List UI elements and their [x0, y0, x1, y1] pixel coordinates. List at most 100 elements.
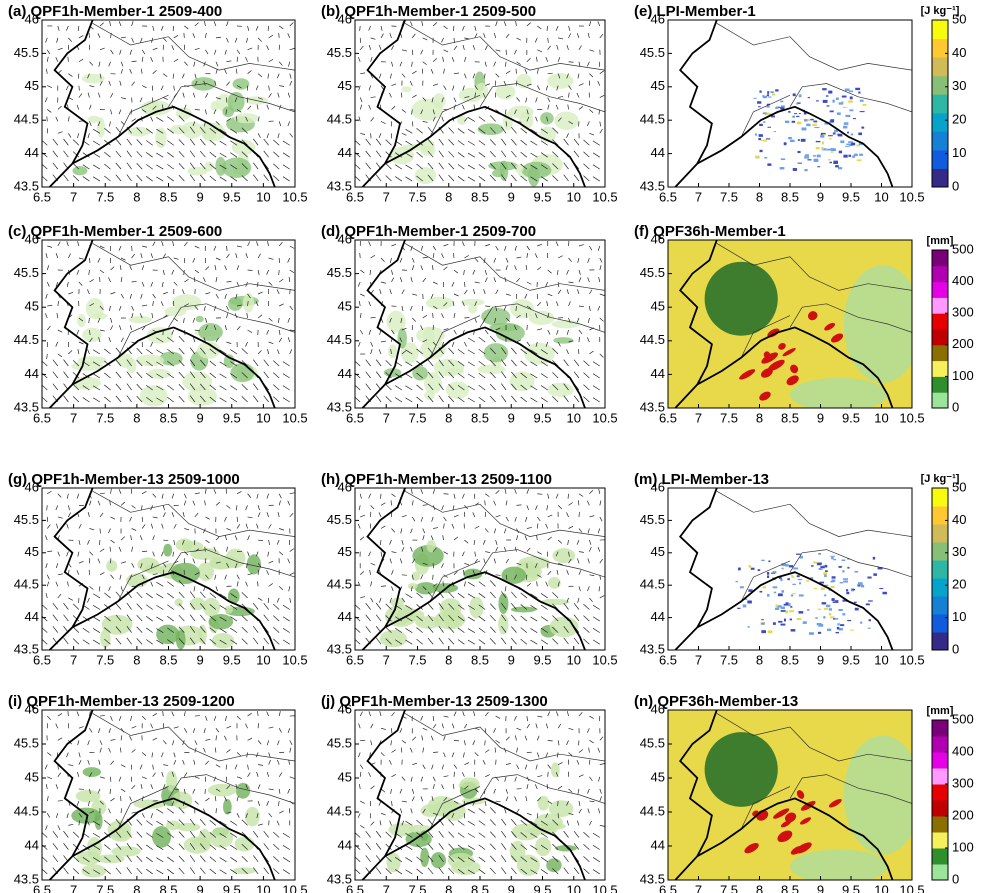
- wind-vector: [216, 586, 218, 591]
- wind-vector: [412, 500, 413, 505]
- rain-patch: [77, 314, 86, 327]
- wind-vector: [264, 603, 269, 609]
- x-tick-label: 9: [197, 189, 204, 204]
- wind-vector: [443, 57, 444, 62]
- wind-vector: [288, 318, 290, 323]
- wind-vector: [226, 342, 231, 344]
- wind-vector: [225, 69, 227, 74]
- wind-vector: [454, 537, 458, 540]
- wind-vector: [360, 98, 362, 103]
- rain-patch: [147, 369, 171, 379]
- lpi-pixel: [833, 132, 836, 134]
- wind-vector: [258, 505, 259, 510]
- wind-vector: [423, 765, 426, 769]
- wind-vector: [381, 728, 386, 729]
- wind-vector: [569, 33, 571, 37]
- wind-vector: [366, 372, 371, 378]
- wind-vector: [67, 282, 68, 287]
- wind-vector: [371, 563, 376, 565]
- wind-vector: [548, 38, 549, 43]
- wind-vector: [556, 494, 558, 499]
- wind-vector: [521, 140, 527, 145]
- wind-vector: [463, 753, 464, 758]
- wind-vector: [402, 290, 404, 294]
- wind-vector: [67, 241, 69, 246]
- y-tick-label: 44.5: [327, 577, 352, 592]
- wind-vector: [485, 529, 488, 533]
- wind-vector: [151, 524, 152, 529]
- wind-vector: [442, 253, 444, 258]
- wind-vector: [264, 372, 269, 378]
- lpi-pixel: [851, 143, 855, 146]
- wind-vector: [583, 176, 589, 181]
- wind-vector: [46, 593, 47, 598]
- wind-vector: [485, 45, 487, 49]
- wind-vector: [412, 71, 416, 74]
- x-tick-label: 8.5: [159, 652, 177, 667]
- lpi-pixel: [761, 619, 764, 620]
- colorbar-segment: [932, 266, 948, 282]
- wind-vector: [237, 796, 238, 801]
- wind-vector: [153, 738, 157, 740]
- lpi-pixel: [796, 103, 798, 104]
- lpi-pixel: [812, 124, 817, 126]
- wind-vector: [279, 728, 281, 732]
- wind-vector: [237, 326, 240, 330]
- wind-vector: [179, 396, 184, 402]
- wind-vector: [556, 711, 558, 716]
- wind-vector: [258, 74, 262, 77]
- wind-vector: [405, 129, 412, 133]
- wind-vector: [93, 153, 100, 157]
- wind-vector: [464, 342, 466, 346]
- x-tick-label: 8.5: [781, 652, 799, 667]
- wind-vector: [494, 277, 496, 282]
- wind-vector: [516, 728, 521, 730]
- wind-vector: [137, 819, 142, 825]
- wind-vector: [53, 372, 58, 378]
- wind-vector: [130, 325, 131, 330]
- wind-vector: [579, 750, 583, 753]
- wind-vector: [454, 330, 457, 334]
- wind-vector: [578, 349, 579, 354]
- wind-vector: [100, 513, 103, 517]
- wind-vector: [248, 330, 252, 333]
- wind-vector: [600, 825, 605, 826]
- wind-vector: [269, 93, 272, 97]
- x-tick-label: 8: [445, 882, 452, 893]
- wind-vector: [402, 306, 403, 311]
- x-tick-label: 10: [874, 652, 888, 667]
- wind-vector: [366, 360, 371, 366]
- wind-vector: [400, 789, 402, 794]
- wind-vector: [511, 139, 516, 145]
- rain-patch: [402, 86, 412, 92]
- wind-vector: [381, 282, 386, 283]
- wind-vector: [421, 517, 423, 522]
- wind-vector: [68, 581, 69, 586]
- wind-vector: [58, 825, 60, 829]
- wind-vector: [579, 45, 582, 49]
- wind-vector: [369, 45, 370, 50]
- lpi-pixel: [738, 568, 741, 571]
- wind-vector: [432, 265, 433, 270]
- wind-vector: [541, 386, 548, 390]
- coastline: [675, 107, 892, 187]
- wind-vector: [121, 789, 125, 792]
- colorbar-segment: [932, 596, 948, 615]
- wind-vector: [283, 628, 290, 632]
- wind-vector: [153, 26, 154, 31]
- wind-vector: [412, 763, 417, 764]
- wind-vector: [290, 349, 292, 354]
- rain-patch: [208, 784, 237, 797]
- wind-vector: [381, 258, 384, 262]
- wind-vector: [516, 809, 519, 813]
- wind-vector: [93, 628, 100, 632]
- wind-vector: [120, 796, 121, 801]
- x-tick-label: 7: [695, 189, 702, 204]
- wind-vector: [278, 133, 279, 138]
- wind-vector: [417, 164, 423, 169]
- wind-vector: [402, 109, 406, 112]
- boundary: [405, 491, 605, 536]
- wind-vector: [412, 318, 416, 322]
- lpi-pixel: [813, 121, 817, 123]
- wind-vector: [77, 270, 79, 275]
